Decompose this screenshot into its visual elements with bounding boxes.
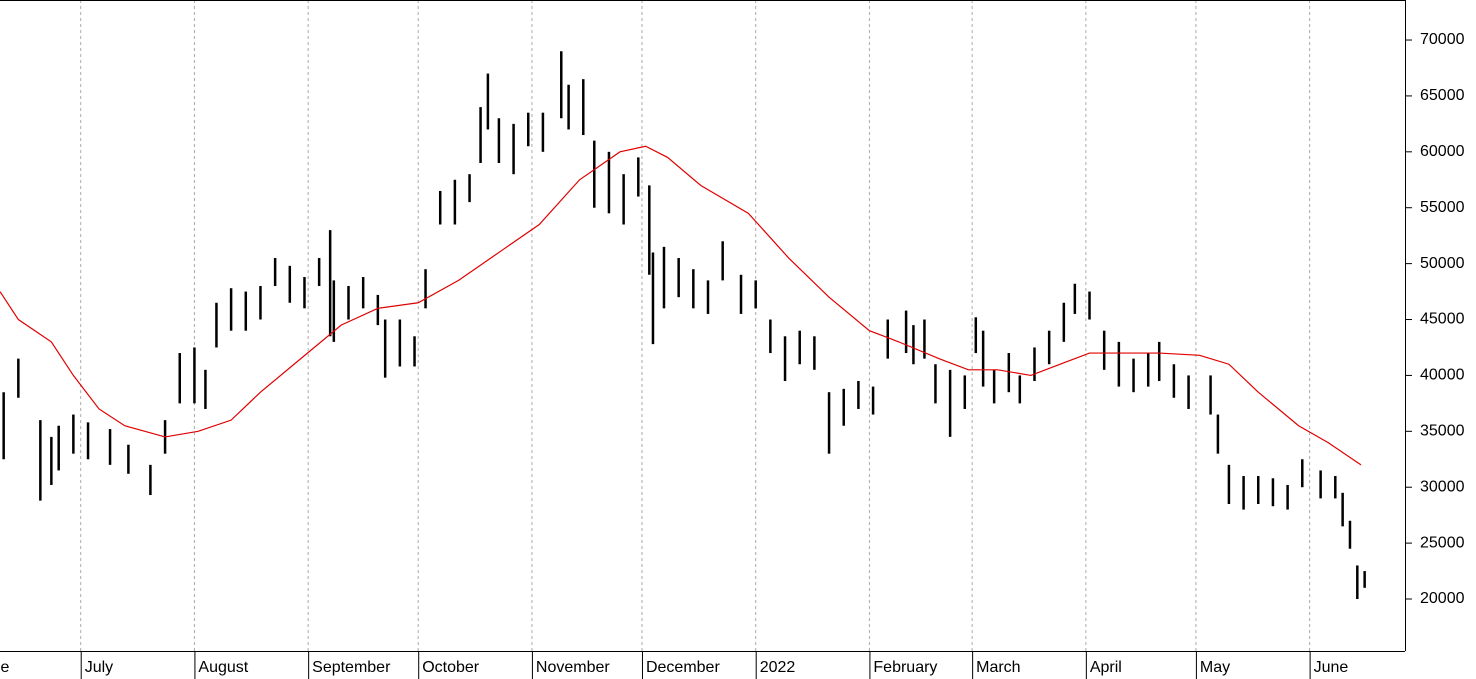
x-tick-label: August [198, 659, 248, 676]
y-tick-label: 55000 [1420, 199, 1465, 216]
x-tick-label: September [312, 659, 391, 676]
y-tick-label: 60000 [1420, 143, 1465, 160]
x-tick-label: February [873, 659, 937, 676]
y-tick-label: 30000 [1420, 478, 1465, 495]
x-tick-label: November [536, 659, 610, 676]
y-tick-label: 35000 [1420, 423, 1465, 440]
x-tick-label: October [422, 659, 480, 676]
grid [80, 0, 1311, 651]
y-tick-label: 40000 [1420, 367, 1465, 384]
y-tick-label: 70000 [1420, 31, 1465, 48]
x-tick-label: June [1314, 659, 1349, 676]
y-tick-label: 65000 [1420, 87, 1465, 104]
x-tick-label: April [1090, 659, 1122, 676]
y-tick-label: 50000 [1420, 255, 1465, 272]
plot-area [0, 51, 1366, 600]
x-tick-label: December [646, 659, 720, 676]
x-tick-label: July [85, 659, 113, 676]
x-tick-label: March [976, 659, 1020, 676]
axes: 20000 25000 30000 35000 40000 45000 50000 55000… [0, 31, 1465, 679]
y-tick-label: 25000 [1420, 534, 1465, 551]
moving-average-line [0, 145, 1362, 466]
x-tick-label: May [1200, 659, 1230, 676]
x-tick-label: June [0, 659, 9, 676]
y-tick-label: 45000 [1420, 311, 1465, 328]
y-tick-label: 20000 [1420, 590, 1465, 607]
x-tick-label: 2022 [760, 659, 796, 676]
